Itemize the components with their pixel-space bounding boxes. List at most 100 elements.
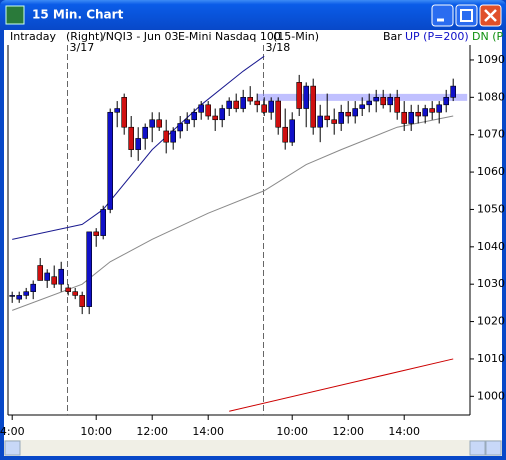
candle-body [240,97,246,109]
candle-body [254,100,260,106]
y-tick-label: 1020 [477,315,505,328]
candle-body [149,119,155,128]
scroll-left[interactable] [4,440,21,456]
candle-body [247,97,253,102]
candle-body [107,111,113,210]
y-tick-label: 1010 [477,352,505,365]
candle-body [380,97,387,106]
y-tick-label: 1000 [477,389,505,402]
candle-body [422,108,429,117]
candle-body [261,104,268,113]
indicator-line [12,55,265,240]
candle-body [156,119,162,128]
header-item: DN (P [472,30,503,43]
app-icon [5,5,25,25]
indicator-line [229,358,454,412]
candle-body [317,115,324,128]
candle-body [9,295,15,297]
candle-body [373,97,380,102]
indicator-line [12,115,454,311]
header-item: Bar [383,30,402,43]
candle-body [177,123,183,132]
candle-body [436,104,443,113]
candle-body [37,265,44,281]
header-item: UP (P=200) [405,30,469,43]
header-item: (Right) [66,30,104,43]
candle-body [184,119,190,124]
y-tick-label: 1060 [477,165,505,178]
candle-body [359,104,366,109]
x-tick-label: 14:00 [192,425,224,438]
candle-body [44,272,51,281]
candle-body [65,287,71,292]
candle-body [79,295,85,307]
close-icon [484,9,497,22]
candle-body [100,209,106,236]
candle-body [86,231,92,307]
x-tick-label: 4:00 [0,425,25,438]
header-item: /NQI3 - Jun 03 [102,30,178,43]
day-divider-label: 3/17 [70,41,95,54]
candle-body [58,268,65,285]
candle-body [338,111,345,124]
scrollbar[interactable] [4,440,502,456]
x-tick-label: 12:00 [136,425,168,438]
candle-body [387,97,394,106]
candle-body [30,283,37,292]
maximize-button[interactable] [455,4,478,27]
candle-body [121,97,127,128]
candle-body [226,100,232,109]
candle-body [282,126,289,143]
candle-body [142,126,148,139]
candle-body [352,108,359,117]
candle-body [443,97,450,106]
x-tick-label: 10:00 [80,425,112,438]
candle-body [289,119,296,143]
candle-body [219,108,225,121]
candle-body [135,138,141,150]
candle-body [324,115,331,121]
candle-body [450,85,457,98]
maximize-icon [460,9,473,22]
header-item: E-Mini Nasdaq 100 [178,30,281,43]
candle-body [303,85,310,109]
candle-body [23,291,30,296]
candle-body [205,104,211,117]
candle-body [310,85,317,128]
candle-body [268,100,275,113]
x-tick-label: 10:00 [276,425,308,438]
title-bar [0,0,506,30]
scroll-thumb[interactable] [469,440,486,456]
window-title: 15 Min. Chart [32,8,124,22]
candle-body [408,111,415,124]
candle-body [296,82,303,109]
x-tick-label: 14:00 [388,425,420,438]
candle-body [366,100,373,106]
y-tick-label: 1040 [477,240,505,253]
candle-body [429,108,436,113]
y-tick-label: 1090 [477,53,505,66]
candle-body [345,111,352,117]
candle-body [331,119,338,124]
candle-body [415,111,422,117]
day-divider-label: 3/18 [266,41,291,54]
y-tick-label: 1030 [477,277,505,290]
x-tick-label: 12:00 [332,425,364,438]
candle-body [394,97,401,113]
minimize-button[interactable] [431,4,454,27]
candle-body [198,104,204,113]
candle-body [212,115,218,121]
candle-body [170,130,176,143]
candle-body [93,231,99,236]
candle-body [275,100,282,128]
candle-body [114,108,120,113]
y-tick-label: 1080 [477,90,505,103]
candle-body [191,111,197,121]
y-tick-label: 1070 [477,128,505,141]
header-item: (15-Min) [273,30,319,43]
scroll-right[interactable] [485,440,502,456]
candle-body [233,100,239,109]
header-item: Intraday [10,30,57,43]
candle-body [16,295,23,300]
